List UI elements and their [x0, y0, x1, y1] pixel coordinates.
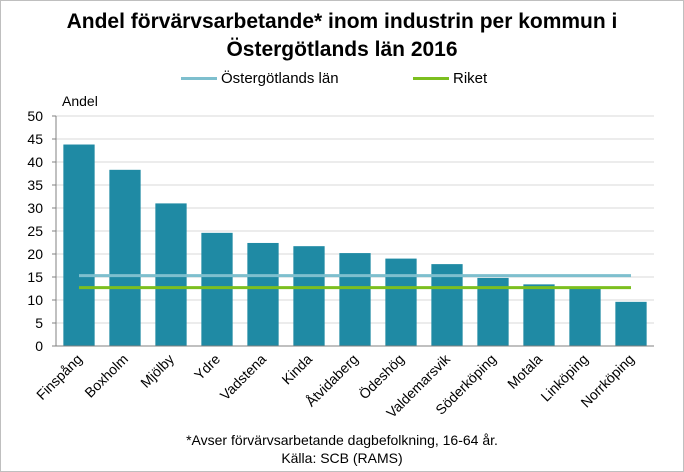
- bar-ydre: [201, 232, 233, 346]
- x-tick-label-kinda: Kinda: [278, 351, 315, 388]
- chart-title-line-1: Andel förvärvsarbetande* inom industrin …: [66, 10, 618, 33]
- x-tick-label-mjölby: Mjölby: [137, 351, 177, 391]
- legend-swatch-riket: [413, 77, 449, 80]
- legend-label-lan: Östergötlands län: [221, 70, 339, 87]
- y-tick-label-0: 0: [35, 338, 43, 354]
- footnote-definition: *Avser förvärvsarbetande dagbefolkning, …: [186, 432, 498, 448]
- y-tick-label-10: 10: [27, 292, 43, 308]
- legend-swatch-lan: [181, 77, 217, 80]
- bar-norrköping: [615, 301, 647, 346]
- bar-finspång: [63, 144, 95, 346]
- x-tick-label-finspång: Finspång: [33, 351, 85, 403]
- y-tick-label-50: 50: [27, 108, 43, 124]
- x-tick-label-motala: Motala: [504, 351, 545, 392]
- x-tick-label-vadstena: Vadstena: [217, 351, 270, 404]
- y-tick-label-15: 15: [27, 269, 43, 285]
- y-tick-label-35: 35: [27, 177, 43, 193]
- chart-title-line-2: Östergötlands län 2016: [226, 38, 458, 61]
- y-tick-label-25: 25: [27, 223, 43, 239]
- legend-item-lan: Östergötlands län: [181, 70, 339, 87]
- y-tick-label-30: 30: [27, 200, 43, 216]
- legend: Östergötlands län Riket: [0, 70, 684, 90]
- chart-title: Andel förvärvsarbetande* inom industrin …: [0, 8, 684, 64]
- x-tick-label-boxholm: Boxholm: [81, 351, 131, 401]
- y-tick-label-20: 20: [27, 246, 43, 262]
- y-tick-label-40: 40: [27, 154, 43, 170]
- footnote-source: Källa: SCB (RAMS): [281, 450, 403, 466]
- bar-åtvidaberg: [339, 253, 371, 346]
- bar-ödeshög: [385, 258, 417, 346]
- y-tick-label-45: 45: [27, 131, 43, 147]
- legend-label-riket: Riket: [453, 70, 488, 87]
- y-axis-label: Andel: [62, 93, 98, 109]
- legend-item-riket: Riket: [413, 70, 487, 87]
- bar-motala: [523, 284, 555, 346]
- bar-söderköping: [477, 277, 509, 346]
- bar-valdemarsvik: [431, 264, 463, 346]
- bar-kinda: [293, 246, 325, 346]
- bar-linköping: [569, 288, 601, 346]
- x-tick-label-ydre: Ydre: [191, 351, 223, 383]
- y-tick-label-5: 5: [35, 315, 43, 331]
- bar-boxholm: [109, 169, 141, 346]
- bar-vadstena: [247, 242, 279, 346]
